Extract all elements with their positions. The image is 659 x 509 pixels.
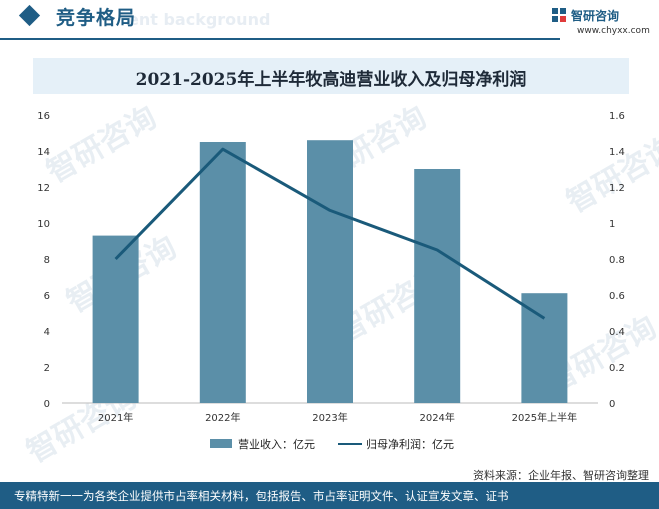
page-header: ent background 竞争格局 智研咨询 www.chyxx.com — [0, 0, 659, 40]
right-axis-tick-label: 1.6 — [609, 111, 625, 122]
left-axis-tick-label: 8 — [44, 255, 50, 266]
left-axis-tick-label: 2 — [44, 363, 50, 374]
bar-revenue — [521, 293, 568, 403]
left-axis-tick-label: 10 — [37, 219, 50, 230]
brand-url: www.chyxx.com — [577, 26, 650, 36]
bar-revenue — [92, 235, 139, 403]
x-axis-tick-label: 2024年 — [419, 411, 454, 424]
right-axis-tick-label: 0.8 — [609, 255, 625, 266]
brand-logo: 智研咨询 www.chyxx.com — [551, 6, 651, 40]
header-divider — [0, 38, 560, 40]
left-axis-tick-label: 16 — [37, 111, 50, 122]
source-note: 资料来源：企业年报、智研咨询整理 — [473, 469, 649, 482]
footer-text: 专精特新一一为各类企业提供市占率相关材料，包括报告、市占率证明文件、认证宣发文章… — [14, 489, 509, 503]
brand-logo-icon — [552, 8, 566, 22]
legend-swatch-line — [338, 443, 362, 445]
legend-label-net-profit: 归母净利润：亿元 — [366, 438, 454, 451]
right-axis-tick-label: 0.6 — [609, 291, 625, 302]
chart-title-band: 2021-2025年上半年牧高迪营业收入及归母净利润 — [33, 58, 629, 94]
series-line-net-profit — [114, 147, 546, 320]
bar-revenue — [199, 142, 246, 403]
chart-legend: 营业收入：亿元 归母净利润：亿元 — [210, 436, 510, 452]
left-axis-tick-label: 4 — [44, 327, 50, 338]
legend-swatch-bar — [210, 439, 232, 448]
left-axis-tick-label: 14 — [37, 147, 50, 158]
left-axis-tick-label: 0 — [44, 399, 50, 410]
brand-name: 智研咨询 — [571, 9, 620, 23]
left-axis-tick-label: 12 — [37, 183, 50, 194]
right-axis-tick-label: 0 — [609, 399, 615, 410]
footer-banner: 专精特新一一为各类企业提供市占率相关材料，包括报告、市占率证明文件、认证宣发文章… — [0, 482, 659, 509]
page-title: 竞争格局 — [56, 7, 137, 29]
legend-label-revenue: 营业收入：亿元 — [238, 438, 315, 451]
header-watermark: ent background — [128, 10, 271, 29]
x-axis-tick-label: 2022年 — [205, 411, 240, 424]
bar-revenue — [414, 169, 461, 403]
bar-revenue — [307, 140, 353, 403]
x-axis-tick-label: 2025年上半年 — [512, 411, 577, 424]
right-axis-tick-label: 1.2 — [609, 183, 625, 194]
right-axis-tick-label: 1.4 — [609, 147, 625, 158]
right-axis-tick-label: 1 — [609, 219, 615, 230]
right-axis-tick-label: 0.2 — [609, 363, 625, 374]
chart-title: 2021-2025年上半年牧高迪营业收入及归母净利润 — [135, 70, 527, 90]
x-axis-tick-label: 2023年 — [312, 411, 347, 424]
right-axis-tick-label: 0.4 — [609, 327, 625, 338]
x-axis-tick-label: 2021年 — [98, 411, 133, 424]
left-axis-tick-label: 6 — [44, 291, 50, 302]
